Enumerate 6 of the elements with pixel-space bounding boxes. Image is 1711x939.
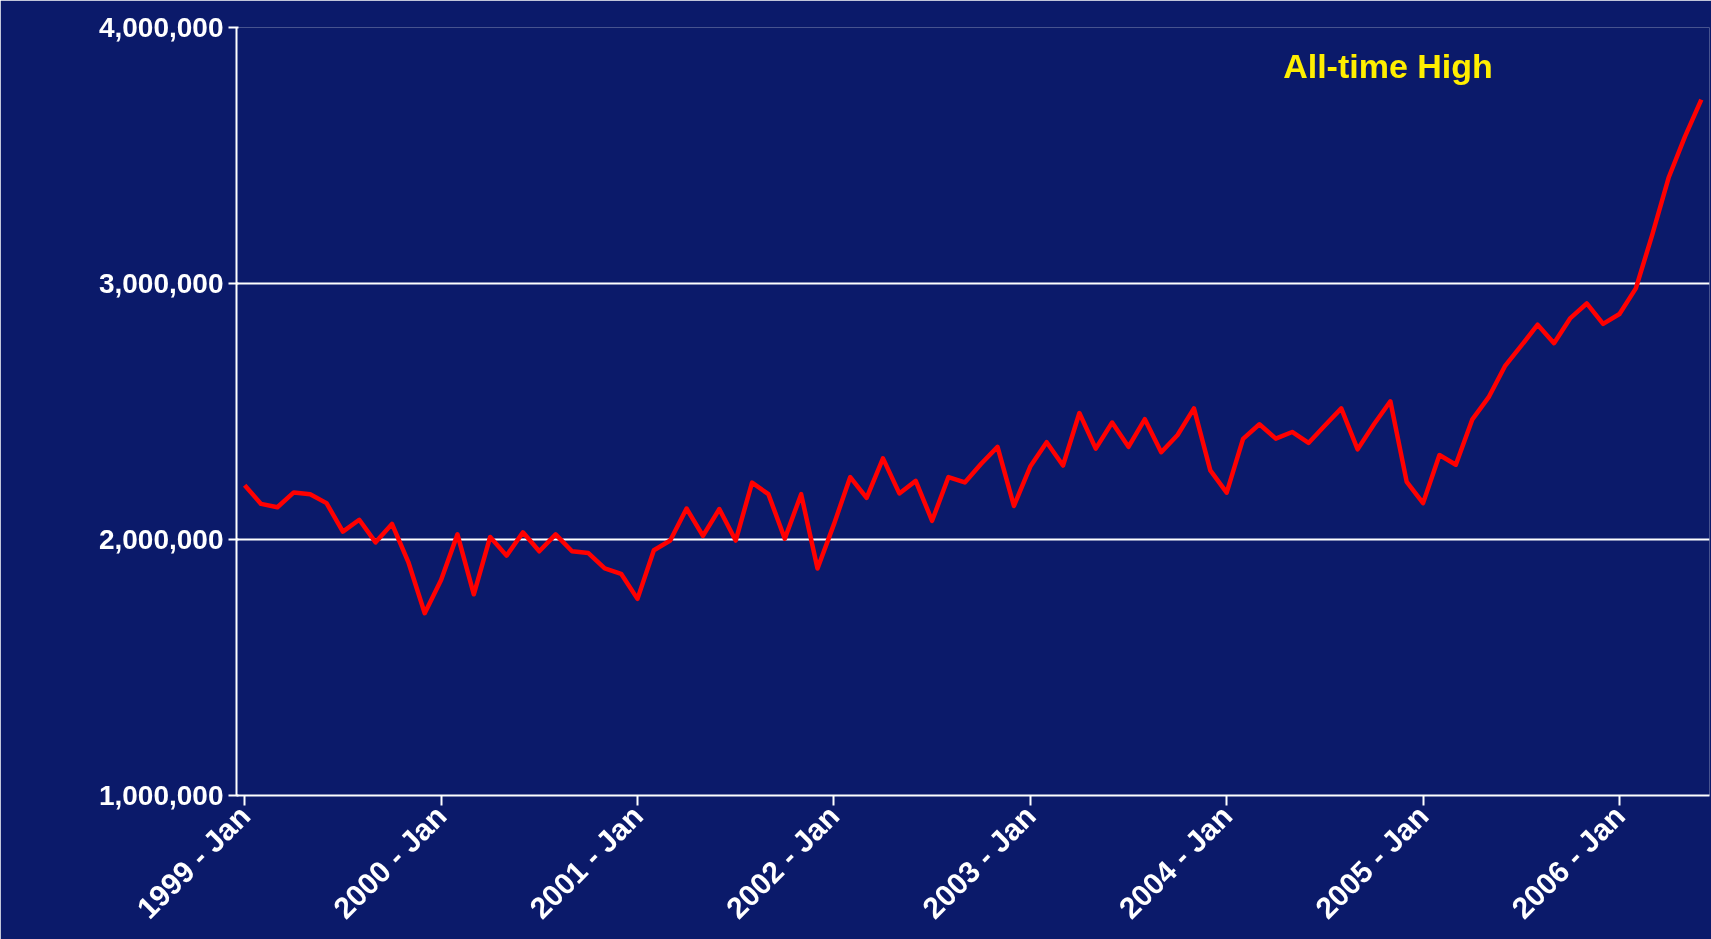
y-tick-label: 1,000,000 [98, 780, 224, 811]
y-tick-label: 2,000,000 [98, 524, 224, 555]
line-series [242, 97, 1704, 616]
annotation: All-time High [1283, 46, 1493, 85]
y-tick-label: 3,000,000 [98, 268, 224, 299]
y-tick-label: 4,000,000 [98, 12, 224, 43]
